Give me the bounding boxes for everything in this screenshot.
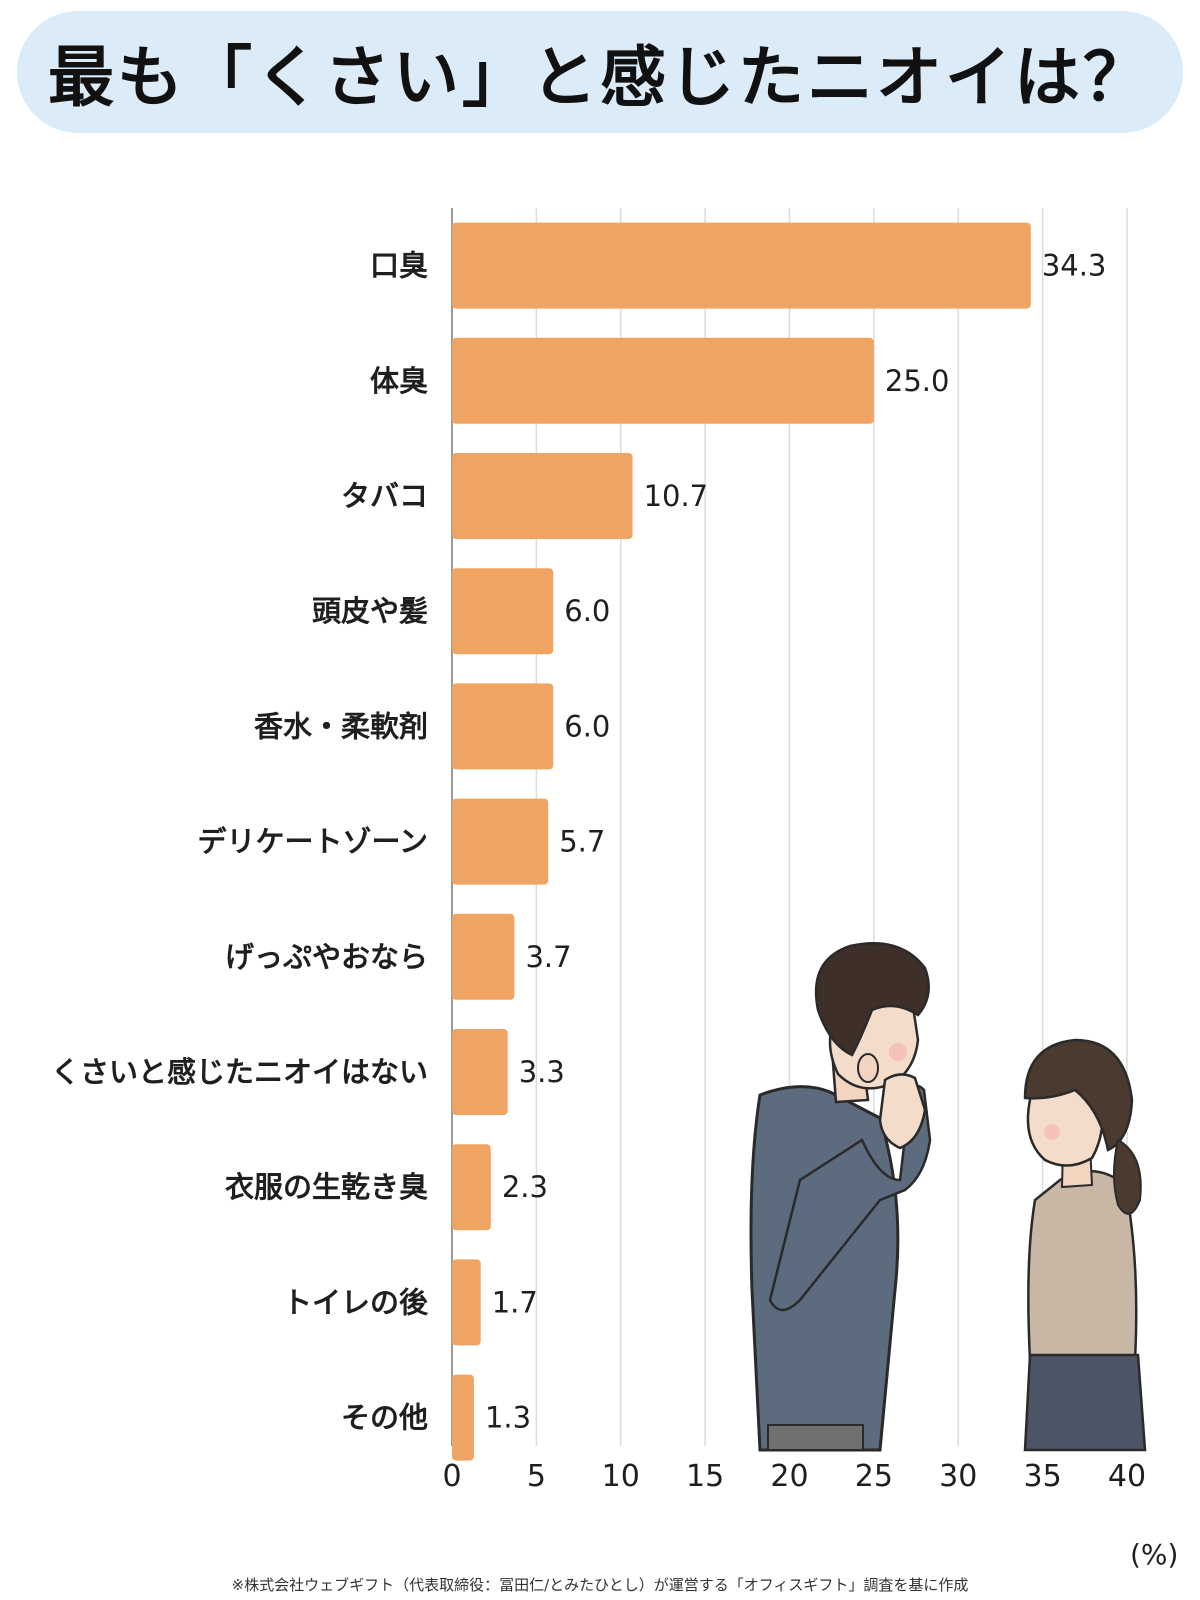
bar (452, 222, 1031, 309)
woman-illustration (1023, 1038, 1147, 1452)
category-label: デリケートゾーン (197, 825, 428, 859)
x-tick-label: 10 (602, 1459, 640, 1494)
man-illustration (749, 942, 932, 1452)
footnote: ※株式会社ウェブギフト（代表取締役：冨田仁/とみたひとし）が運営する「オフィスギ… (231, 1576, 969, 1594)
x-tick-label: 30 (939, 1459, 977, 1494)
x-tick-label: 15 (686, 1459, 724, 1494)
bar (452, 568, 554, 655)
bars (452, 222, 1031, 1461)
category-label: 衣服の生乾き臭 (225, 1170, 428, 1204)
value-label: 10.7 (644, 479, 709, 513)
value-label: 25.0 (885, 364, 950, 398)
value-label: 2.3 (502, 1170, 548, 1204)
x-tick-label: 20 (770, 1459, 808, 1494)
category-label: 体臭 (370, 364, 428, 398)
bar (452, 798, 549, 885)
x-axis-unit: (%) (1130, 1538, 1179, 1571)
x-tick-label: 0 (442, 1459, 461, 1494)
value-label: 5.7 (559, 825, 605, 859)
value-label: 6.0 (564, 594, 610, 628)
bar (452, 1259, 481, 1346)
value-label: 1.3 (485, 1401, 531, 1435)
category-label: 香水・柔軟剤 (254, 709, 428, 743)
category-label: げっぷやおなら (225, 940, 428, 974)
value-label: 3.3 (519, 1055, 565, 1089)
bar (452, 453, 633, 539)
category-label: 口臭 (370, 249, 428, 283)
category-label: トイレの後 (283, 1285, 429, 1319)
category-label: くさいと感じたニオイはない (51, 1055, 428, 1089)
category-labels: 口臭体臭タバコ頭皮や髪香水・柔軟剤デリケートゾーンげっぷやおならくさいと感じたニ… (51, 249, 429, 1435)
bar (452, 1374, 474, 1461)
people-illustration (749, 942, 1147, 1452)
chart-title: 最も「くさい」と感じたニオイは？ (48, 39, 1152, 116)
value-label: 1.7 (492, 1285, 538, 1319)
bar (452, 683, 554, 770)
value-label: 3.7 (525, 940, 571, 974)
value-label: 34.3 (1042, 249, 1107, 283)
bar (452, 1144, 491, 1231)
x-tick-label: 35 (1024, 1459, 1062, 1494)
category-label: その他 (341, 1401, 428, 1435)
bar (452, 337, 874, 424)
x-axis-ticks: 0 5 10 15 20 25 30 35 40 (442, 1459, 1146, 1494)
value-labels: 34.3 25.0 10.7 6.0 6.0 5.7 3.7 3.3 2.3 1.7 1.3 (485, 249, 1106, 1435)
category-label: 頭皮や髪 (312, 594, 428, 628)
bar (452, 913, 515, 1000)
category-label: タバコ (341, 479, 428, 513)
title-banner: 最も「くさい」と感じたニオイは？ (17, 11, 1183, 133)
x-tick-label: 40 (1108, 1459, 1146, 1494)
x-tick-label: 5 (527, 1459, 546, 1494)
value-label: 6.0 (564, 709, 610, 743)
x-tick-label: 25 (855, 1459, 893, 1494)
bar (452, 1029, 508, 1115)
